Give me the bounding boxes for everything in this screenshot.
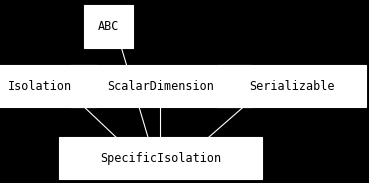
Text: Isolation: Isolation <box>8 79 72 93</box>
FancyBboxPatch shape <box>84 5 134 48</box>
FancyBboxPatch shape <box>0 65 97 107</box>
Text: SpecificIsolation: SpecificIsolation <box>100 152 221 165</box>
FancyBboxPatch shape <box>59 137 262 179</box>
Text: ABC: ABC <box>98 20 120 33</box>
Text: ScalarDimension: ScalarDimension <box>107 79 214 93</box>
FancyBboxPatch shape <box>70 65 251 107</box>
Text: Serializable: Serializable <box>249 79 334 93</box>
FancyBboxPatch shape <box>217 65 366 107</box>
